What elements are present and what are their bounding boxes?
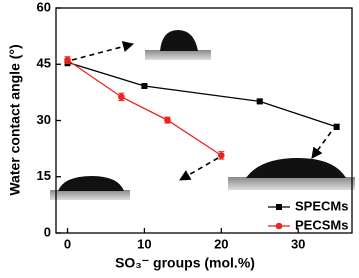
x-tick-label: 10 bbox=[137, 236, 151, 251]
x-tick-label: 0 bbox=[64, 236, 71, 251]
droplet-images bbox=[50, 30, 355, 200]
point bbox=[256, 98, 263, 105]
y-tick-label: 45 bbox=[37, 56, 51, 71]
legend-marker bbox=[275, 222, 283, 230]
y-axis-label: Water contact angle (°) bbox=[7, 44, 23, 195]
legend-label: SPECMs bbox=[295, 198, 348, 213]
point bbox=[118, 93, 125, 101]
y-tick-label: 15 bbox=[37, 168, 51, 183]
point bbox=[217, 152, 225, 159]
y-tick-label: 30 bbox=[37, 112, 51, 127]
point bbox=[333, 123, 340, 130]
legend-marker bbox=[276, 204, 282, 210]
series-line bbox=[67, 61, 337, 128]
point bbox=[64, 56, 71, 64]
arrows bbox=[71, 41, 332, 181]
y-tick-label: 0 bbox=[44, 224, 51, 239]
x-axis-label: SO₃⁻ groups (mol.%) bbox=[115, 255, 255, 271]
y-tick-label: 60 bbox=[37, 0, 51, 14]
legend-label: PECSMs bbox=[295, 217, 348, 232]
point bbox=[164, 116, 171, 124]
x-tick-label: 20 bbox=[214, 236, 228, 251]
x-tick-label: 30 bbox=[291, 236, 305, 251]
series-line bbox=[67, 59, 222, 156]
point bbox=[141, 83, 148, 89]
